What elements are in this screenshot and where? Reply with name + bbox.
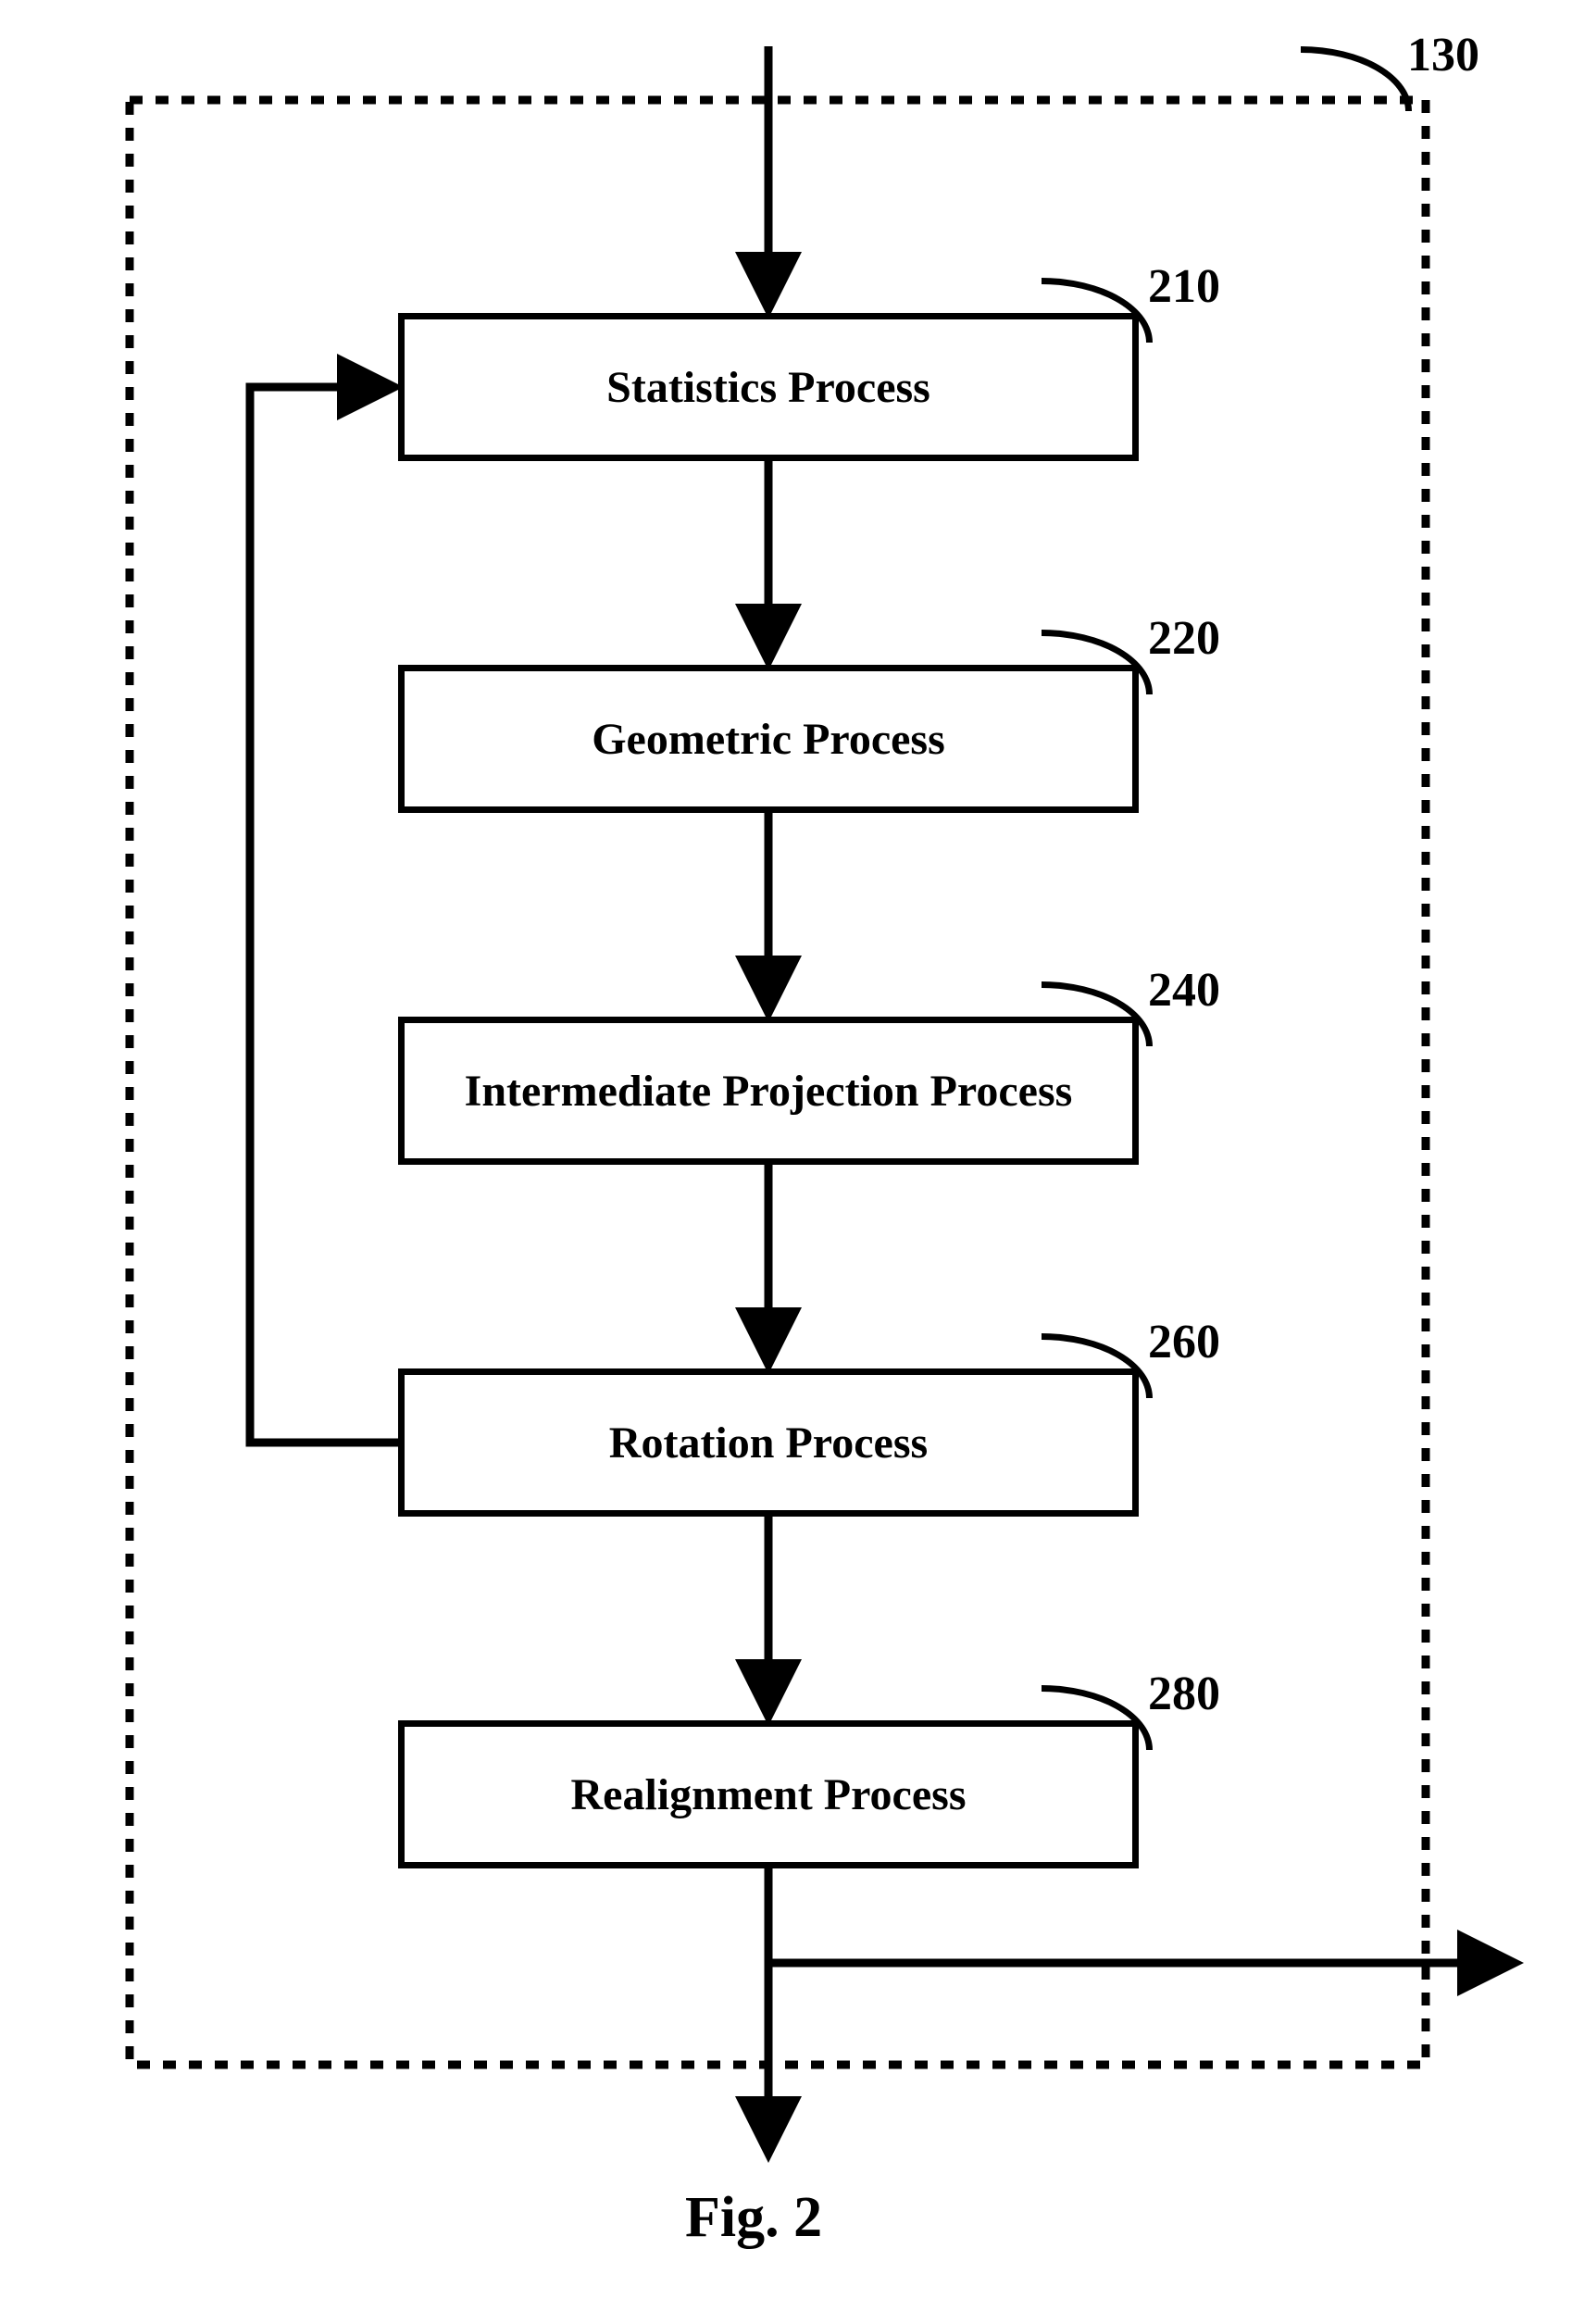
figure-caption: Fig. 2 <box>685 2185 822 2251</box>
box-rotation: Rotation Process <box>398 1368 1139 1517</box>
box-label: Rotation Process <box>609 1418 928 1468</box>
box-label: Realignment Process <box>570 1769 966 1820</box>
ref-num-240: 240 <box>1148 963 1220 1018</box>
box-label: Intermediate Projection Process <box>465 1066 1073 1117</box>
box-intermediate-projection: Intermediate Projection Process <box>398 1017 1139 1165</box>
box-label: Statistics Process <box>606 362 930 413</box>
ref-num-280: 280 <box>1148 1667 1220 1721</box>
figure-page: Statistics Process Geometric Process Int… <box>0 0 1572 2324</box>
ref-num-130: 130 <box>1407 28 1479 82</box>
box-statistics: Statistics Process <box>398 313 1139 461</box>
ref-num-220: 220 <box>1148 611 1220 666</box>
box-geometric: Geometric Process <box>398 665 1139 813</box>
box-realignment: Realignment Process <box>398 1720 1139 1868</box>
box-label: Geometric Process <box>592 714 945 765</box>
ref-num-260: 260 <box>1148 1315 1220 1369</box>
ref-num-210: 210 <box>1148 259 1220 314</box>
arrow-feedback <box>250 387 398 1443</box>
